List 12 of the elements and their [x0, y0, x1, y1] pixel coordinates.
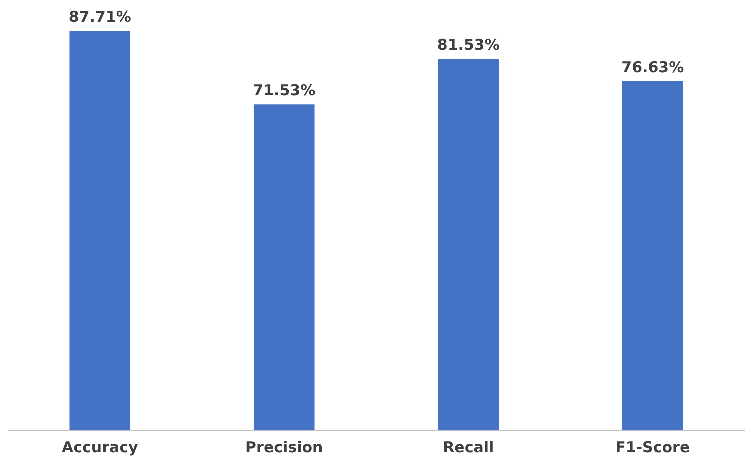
x-tick-label: Accuracy — [62, 438, 138, 456]
x-tick-label: F1-Score — [616, 438, 690, 456]
bar — [70, 31, 131, 430]
x-tick-label: Precision — [246, 438, 324, 456]
bar — [438, 59, 500, 430]
data-label: 81.53% — [437, 36, 500, 54]
data-label: 71.53% — [253, 82, 316, 100]
data-label: 87.71% — [68, 8, 132, 26]
bar — [254, 104, 315, 430]
x-tick-label: Recall — [443, 438, 494, 456]
bar — [622, 81, 684, 430]
data-label: 76.63% — [622, 58, 684, 76]
